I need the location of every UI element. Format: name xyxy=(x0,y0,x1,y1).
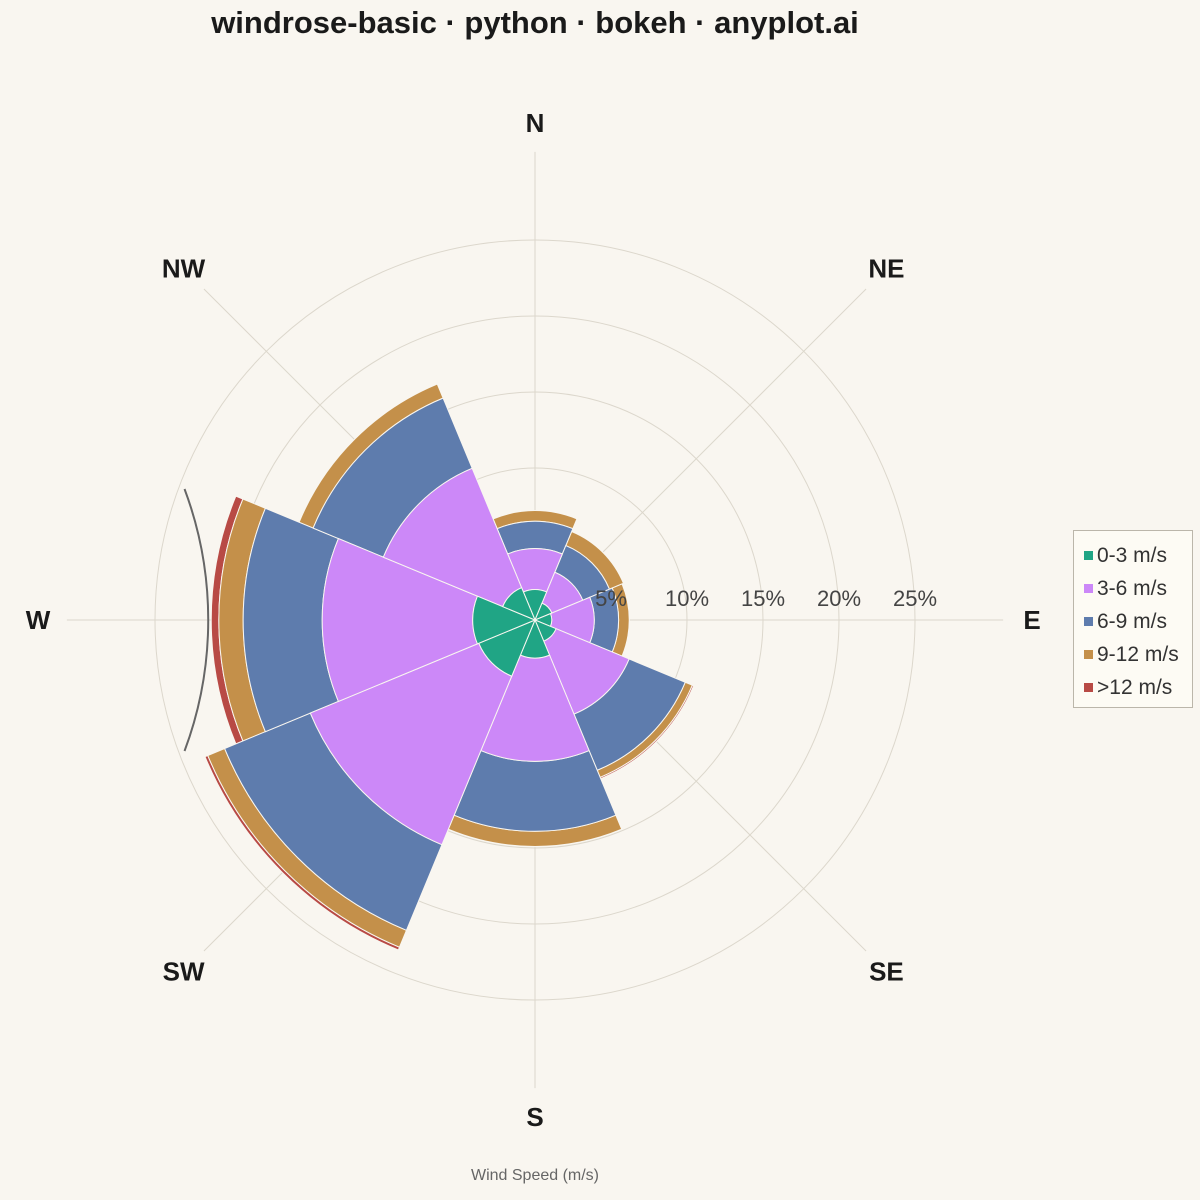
direction-label-ne: NE xyxy=(868,254,904,284)
range-marker-arc xyxy=(183,488,210,752)
legend-label: 3-6 m/s xyxy=(1097,576,1168,600)
wedge-layer xyxy=(183,383,695,951)
chart-title: windrose-basic · python · bokeh · anyplo… xyxy=(210,5,859,40)
ring-label: 25% xyxy=(893,586,937,611)
wedge-0-3-m-s xyxy=(502,587,536,621)
direction-label-sw: SW xyxy=(163,956,205,986)
legend-swatch xyxy=(1084,551,1093,560)
legend-swatch xyxy=(1084,650,1093,659)
ring-label: 20% xyxy=(817,586,861,611)
direction-label-n: N xyxy=(526,108,545,138)
legend: 0-3 m/s 3-6 m/s 6-9 m/s 9-12 m/s >12 m/s xyxy=(1073,530,1193,708)
wedge-0-3-m-s xyxy=(472,595,537,645)
legend-label: 6-9 m/s xyxy=(1097,609,1168,633)
legend-label: 9-12 m/s xyxy=(1097,642,1179,666)
direction-label-e: E xyxy=(1023,605,1040,635)
wedge-0-3-m-s xyxy=(534,602,553,621)
legend-item: 3-6 m/s xyxy=(1084,572,1192,605)
direction-label-w: W xyxy=(26,605,51,635)
ring-label: 5% xyxy=(595,586,627,611)
legend-item: 0-3 m/s xyxy=(1084,539,1192,572)
ring-label: 15% xyxy=(741,586,785,611)
label-layer: N NE E SE S SW W NW 5% 10% 15% 20% 25% xyxy=(26,108,1041,1132)
direction-label-nw: NW xyxy=(162,254,206,284)
legend-item: 9-12 m/s xyxy=(1084,638,1192,671)
legend-swatch xyxy=(1084,617,1093,626)
direction-label-s: S xyxy=(526,1102,543,1132)
legend-item: >12 m/s xyxy=(1084,671,1192,704)
ring-label: 10% xyxy=(665,586,709,611)
legend-item: 6-9 m/s xyxy=(1084,605,1192,638)
x-axis-label: Wind Speed (m/s) xyxy=(471,1167,599,1184)
wedge-6-9-m-s xyxy=(453,749,617,832)
direction-label-se: SE xyxy=(869,956,904,986)
legend-swatch xyxy=(1084,683,1093,692)
legend-swatch xyxy=(1084,584,1093,593)
legend-label: >12 m/s xyxy=(1097,675,1173,699)
legend-label: 0-3 m/s xyxy=(1097,543,1168,567)
